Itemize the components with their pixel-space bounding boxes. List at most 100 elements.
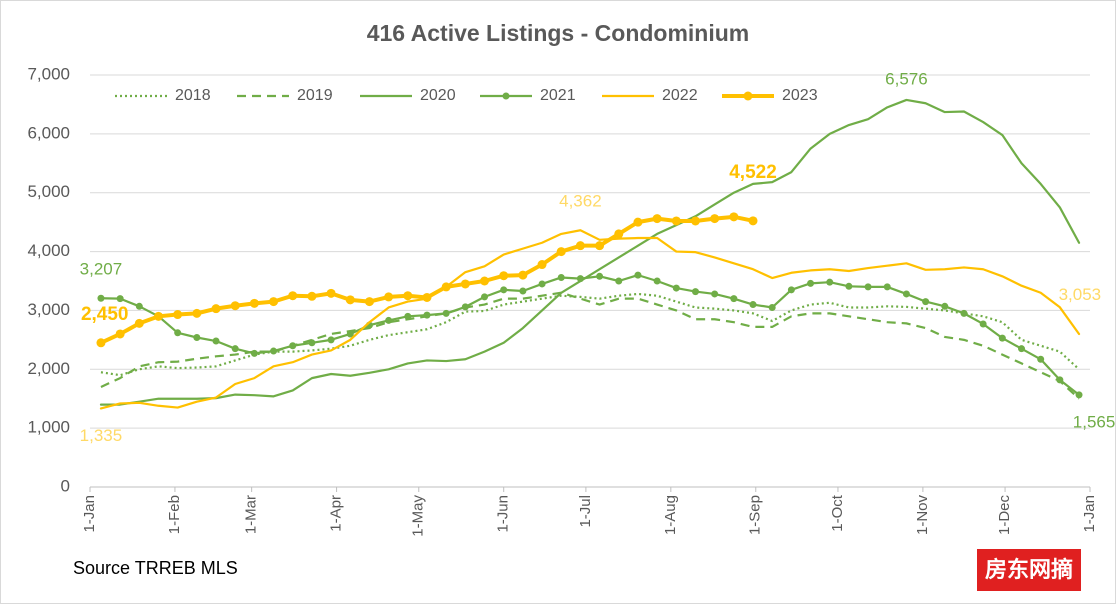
legend-label: 2020 bbox=[420, 87, 456, 104]
series-marker bbox=[270, 347, 278, 355]
y-tick-label: 7,000 bbox=[27, 64, 70, 83]
data-label: 4,362 bbox=[559, 192, 602, 211]
x-tick-label: 1-Aug bbox=[662, 495, 679, 535]
series-marker bbox=[193, 334, 201, 342]
series-marker bbox=[135, 302, 143, 310]
series-marker bbox=[231, 345, 239, 353]
series-marker bbox=[671, 216, 681, 226]
series-marker bbox=[230, 301, 240, 311]
y-tick-label: 4,000 bbox=[27, 241, 70, 260]
legend-label: 2018 bbox=[175, 87, 211, 104]
watermark: 房东网摘 bbox=[985, 557, 1073, 582]
series-marker bbox=[481, 293, 489, 301]
series-marker bbox=[691, 288, 699, 296]
legend-label: 2022 bbox=[662, 87, 698, 104]
series-marker bbox=[211, 304, 221, 314]
series-marker bbox=[442, 309, 450, 317]
x-tick-label: 1-Mar bbox=[243, 495, 260, 534]
series-marker bbox=[883, 283, 891, 291]
series-marker bbox=[173, 310, 183, 320]
series-marker bbox=[249, 298, 259, 308]
series-marker bbox=[326, 288, 336, 298]
y-tick-label: 1,000 bbox=[27, 418, 70, 437]
series-marker bbox=[115, 329, 125, 339]
series-line bbox=[99, 274, 1081, 396]
y-tick-label: 3,000 bbox=[27, 300, 70, 319]
data-label: 1,335 bbox=[80, 426, 123, 445]
x-tick-label: 1-Sep bbox=[747, 495, 764, 535]
x-tick-label: 1-May bbox=[410, 495, 427, 537]
x-tick-label: 1-Apr bbox=[328, 495, 345, 532]
series-marker bbox=[500, 286, 508, 294]
series-marker bbox=[97, 294, 105, 302]
series-marker bbox=[385, 316, 393, 324]
x-tick-label: 1-Jun bbox=[495, 495, 512, 533]
data-label: 1,565 bbox=[1073, 412, 1116, 431]
x-tick-label: 1-Feb bbox=[166, 495, 183, 534]
data-label: 3,207 bbox=[80, 260, 123, 279]
series-marker bbox=[518, 270, 528, 280]
series-marker bbox=[749, 301, 757, 309]
x-tick-label: 1-Oct bbox=[829, 494, 846, 532]
series-marker bbox=[922, 298, 930, 306]
legend-label: 2021 bbox=[540, 87, 576, 104]
series-line bbox=[99, 229, 1081, 410]
series-marker bbox=[192, 308, 202, 318]
series-marker bbox=[941, 302, 949, 310]
series-line bbox=[99, 98, 1081, 406]
y-tick-label: 5,000 bbox=[27, 182, 70, 201]
series-marker bbox=[690, 216, 700, 226]
series-marker bbox=[423, 311, 431, 319]
series-marker bbox=[902, 290, 910, 298]
legend-label: 2023 bbox=[782, 87, 818, 104]
series-marker bbox=[652, 214, 662, 224]
legend-label: 2019 bbox=[297, 87, 333, 104]
y-tick-label: 2,000 bbox=[27, 359, 70, 378]
series-marker bbox=[1056, 376, 1064, 384]
legend-marker bbox=[743, 91, 753, 101]
series-marker bbox=[633, 217, 643, 227]
series-marker bbox=[730, 295, 738, 303]
series-marker bbox=[308, 339, 316, 347]
series-marker bbox=[422, 292, 432, 302]
series-marker bbox=[614, 229, 624, 239]
series-marker bbox=[576, 275, 584, 283]
series-marker bbox=[1037, 355, 1045, 363]
series-marker bbox=[710, 214, 720, 224]
series-marker bbox=[288, 291, 298, 301]
source-note: Source TRREB MLS bbox=[73, 558, 238, 578]
series-marker bbox=[653, 277, 661, 285]
series-marker bbox=[845, 282, 853, 290]
x-tick-label: 1-Jan bbox=[1081, 495, 1098, 533]
chart-title: 416 Active Listings - Condominium bbox=[367, 20, 750, 46]
series-marker bbox=[461, 303, 469, 311]
series-marker bbox=[1018, 345, 1026, 353]
x-tick-label: 1-Dec bbox=[996, 495, 1013, 536]
series-marker bbox=[499, 271, 509, 281]
series-marker bbox=[480, 276, 490, 286]
series-marker bbox=[404, 312, 412, 320]
series-marker bbox=[596, 272, 604, 280]
series-marker bbox=[826, 278, 834, 286]
series-marker bbox=[768, 303, 776, 311]
series-marker bbox=[960, 309, 968, 317]
series-marker bbox=[174, 329, 182, 337]
series-marker bbox=[807, 279, 815, 287]
series-marker bbox=[403, 291, 413, 301]
data-label: 2,450 bbox=[81, 304, 129, 325]
series-marker bbox=[441, 282, 451, 292]
series-marker bbox=[96, 338, 106, 348]
x-tick-label: 1-Jul bbox=[577, 495, 594, 528]
x-tick-label: 1-Jan bbox=[81, 495, 98, 533]
series-marker bbox=[556, 247, 566, 257]
series-marker bbox=[307, 291, 317, 301]
series-marker bbox=[537, 260, 547, 270]
y-tick-label: 0 bbox=[61, 476, 70, 495]
series-marker bbox=[672, 284, 680, 292]
series-marker bbox=[634, 271, 642, 279]
series-marker bbox=[384, 292, 394, 302]
series-marker bbox=[787, 286, 795, 294]
series-marker bbox=[1075, 391, 1083, 399]
watermark-box bbox=[977, 549, 1081, 591]
